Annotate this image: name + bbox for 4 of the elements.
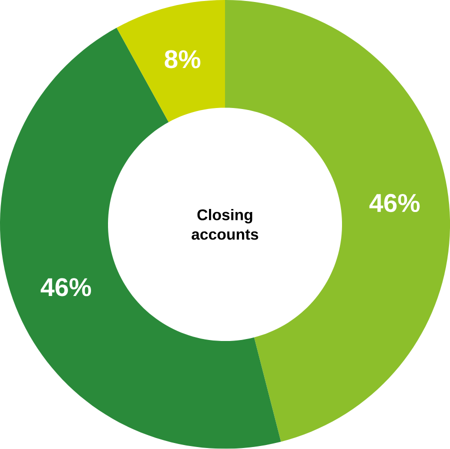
- data-label: 46%: [40, 278, 91, 296]
- data-label: 46%: [369, 194, 420, 212]
- text: Closing accounts: [192, 209, 258, 240]
- data-label: 8%: [164, 50, 200, 68]
